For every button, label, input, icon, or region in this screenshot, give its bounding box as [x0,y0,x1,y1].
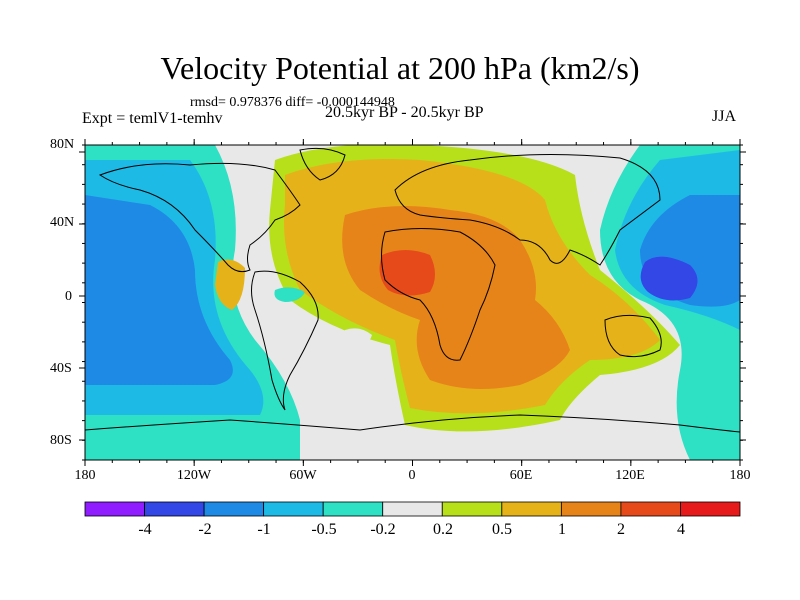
colorbar-label: -2 [198,521,212,538]
colorbar-label: 2 [617,521,625,538]
contour-teal-small [274,287,305,302]
colorbar-swatch [144,501,205,517]
contour-deepblue-east [640,256,698,301]
contour-amber-west [215,259,245,310]
lat-label-0: 0 [65,289,72,304]
colorbar-label: -0.2 [370,521,396,538]
coast-eurasia [394,153,661,266]
colorbar-swatch [382,501,443,517]
coast-greenland [299,147,346,181]
lon-label-120w: 120W [176,468,212,483]
lat-label-40n: 40N [50,215,75,230]
contour-blue-west [85,195,233,385]
lon-label-0: 0 [408,468,416,483]
coastlines [85,147,740,433]
lon-label-180w: 180 [74,468,96,483]
colorbar-label: 0.2 [433,521,453,538]
lon-label-60e: 60E [509,468,533,483]
colorbar-swatch [680,501,741,517]
lat-label-80s: 80S [50,433,72,448]
colorbar-label: -4 [138,521,152,538]
lon-label-180e: 180 [729,468,751,483]
colorbar-label: -1 [257,521,271,538]
colorbar-label: -0.5 [311,521,337,538]
axis-ticks [79,139,746,466]
experiment-label: Expt = temlV1-temhv [82,110,223,127]
contour-neutral-small [343,328,372,348]
coast-antarctica [85,414,740,433]
colorbar-swatch [441,501,503,517]
colorbar-swatch [501,501,562,517]
coast-south-america [251,270,319,411]
stats-line: rmsd= 0.978376 diff= -0.000144948 [190,95,395,110]
lat-label-40s: 40S [50,361,72,376]
lat-label-80n: 80N [50,137,75,152]
map-title: Velocity Potential at 200 hPa (km2/s) [160,50,640,86]
season-label: JJA [712,108,737,125]
coast-africa [381,228,496,361]
colorbar-swatch [620,501,681,517]
lon-label-120e: 120E [615,468,645,483]
colorbar [84,501,741,517]
colorbar-swatch [203,501,265,517]
colorbar-swatch [560,501,622,517]
colorbar-label: 4 [677,521,685,538]
contour-red-core [379,250,435,296]
period-label: 20.5kyr BP - 20.5kyr BP [325,104,484,121]
colorbar-swatch [84,501,145,517]
colorbar-swatch [263,501,324,517]
lon-label-60w: 60W [289,468,317,483]
colorbar-swatch [322,501,384,517]
colorbar-label: 0.5 [492,521,512,538]
colorbar-label: 1 [558,521,566,538]
coast-north-america [98,162,301,273]
coast-australia [604,314,662,358]
contour-fill-layer [85,145,740,460]
